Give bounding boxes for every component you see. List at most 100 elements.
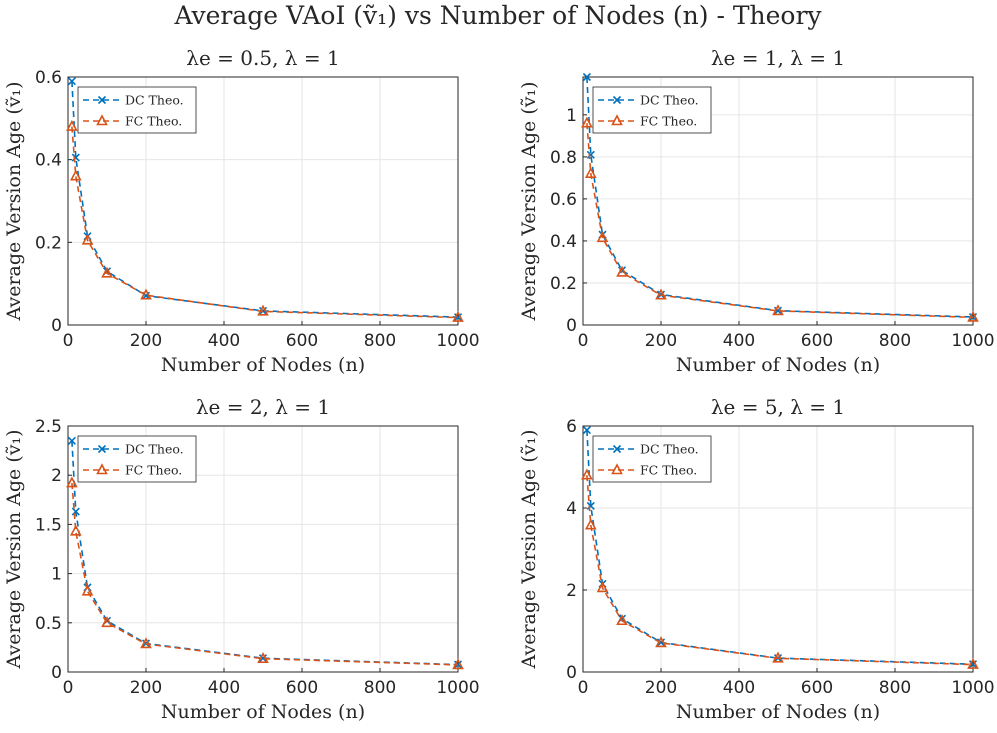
y-axis-label: Average Version Age (ṽ₁) (518, 430, 540, 670)
data-point (66, 119, 78, 131)
legend: DC Theo. FC Theo. (592, 435, 712, 483)
data-point (582, 72, 591, 82)
subplot-2: 0 200 400 600 800 1000 0 0.2 0.4 0.6 0.8 1 λe = 1, λ… (518, 46, 995, 376)
data-point (616, 614, 628, 626)
x-tick-label: 400 (723, 678, 755, 698)
x-axis-label: Number of Nodes (n) (161, 354, 365, 376)
subplot-title: λe = 0.5, λ = 1 (186, 46, 339, 70)
y-tick-label: 0 (566, 663, 577, 683)
y-axis-label: Average Version Age (ṽ₁) (3, 430, 25, 670)
subplot-title: λe = 5, λ = 1 (711, 395, 845, 419)
y-tick-label: 0.4 (35, 151, 62, 171)
data-point (140, 288, 152, 300)
legend-box (77, 435, 197, 483)
axes-box (582, 76, 974, 326)
data-point (452, 310, 464, 322)
y-tick-label: 4 (566, 499, 577, 519)
data-point (655, 636, 667, 648)
data-point (584, 518, 597, 530)
data-point (616, 265, 628, 277)
data-point (69, 169, 82, 181)
legend-marker (96, 463, 108, 475)
data-point (596, 231, 609, 243)
data-point (773, 306, 783, 315)
subplot-title: λe = 2, λ = 1 (196, 395, 330, 419)
y-axis-label: Average Version Age (ṽ₁) (3, 82, 25, 322)
legend-label: FC Theo. (125, 463, 182, 478)
legend-marker (612, 95, 622, 105)
legend-box (77, 86, 197, 134)
x-tick-label: 600 (801, 331, 833, 351)
data-point (81, 233, 94, 245)
y-tick-label: 0.2 (550, 274, 577, 294)
data-point (101, 616, 113, 628)
data-point (582, 426, 591, 435)
y-tick-label: 2 (566, 581, 577, 601)
x-axis-label: Number of Nodes (n) (676, 354, 880, 376)
marker-stroke (258, 306, 268, 316)
x-axis-label: Number of Nodes (n) (161, 701, 365, 723)
legend-label: FC Theo. (125, 114, 182, 129)
data-point (452, 658, 464, 670)
y-tick-label: 2 (51, 466, 62, 486)
marker-stroke (258, 654, 268, 663)
legend-box (592, 435, 712, 483)
marker-stroke (67, 436, 76, 445)
data-point (581, 116, 593, 128)
legend-marker (96, 114, 108, 126)
data-point (596, 581, 609, 593)
data-point (101, 266, 113, 278)
marker-stroke (586, 150, 595, 159)
data-point (258, 306, 268, 316)
data-point (71, 507, 80, 516)
data-point (69, 524, 82, 536)
x-tick-label: 200 (130, 678, 162, 698)
legend-label: DC Theo. (640, 442, 699, 457)
legend-marker (611, 114, 623, 126)
legend-marker (97, 444, 107, 454)
data-point (258, 654, 268, 663)
x-tick-label: 200 (645, 678, 677, 698)
data-point (586, 501, 595, 511)
marker-stroke (582, 72, 591, 82)
data-point (772, 304, 784, 316)
x-tick-label: 600 (801, 678, 833, 698)
legend-box (592, 86, 712, 134)
y-tick-label: 1 (566, 106, 577, 126)
x-tick-label: 0 (578, 678, 589, 698)
legend-label: DC Theo. (640, 93, 699, 108)
series-fc (66, 476, 464, 670)
x-tick-label: 1000 (951, 331, 994, 351)
data-point (71, 153, 80, 162)
axes-box (582, 425, 974, 673)
x-tick-label: 200 (130, 331, 162, 351)
series-fc (581, 116, 979, 322)
data-point (655, 288, 667, 300)
marker-stroke (71, 507, 80, 516)
x-tick-label: 0 (63, 331, 74, 351)
subplot-title: λe = 1, λ = 1 (711, 46, 845, 70)
y-tick-label: 0.5 (35, 614, 62, 634)
x-tick-label: 400 (208, 678, 240, 698)
legend-marker (611, 463, 623, 475)
data-point (967, 657, 979, 669)
data-point (581, 468, 593, 480)
x-tick-label: 1000 (436, 678, 479, 698)
x-tick-label: 400 (723, 331, 755, 351)
y-axis-label: Average Version Age (ṽ₁) (518, 82, 540, 322)
data-point (257, 304, 269, 316)
subplot-1: 0 200 400 600 800 1000 0 0.2 0.4 0.6 λe = 0.5, λ =… (3, 46, 480, 376)
marker-stroke (773, 306, 783, 315)
data-point (140, 637, 152, 649)
y-tick-label: 2.5 (35, 417, 62, 437)
axes-box (67, 76, 459, 326)
series-fc (66, 119, 464, 322)
legend: DC Theo. FC Theo. (77, 435, 197, 483)
legend: DC Theo. FC Theo. (77, 86, 197, 134)
y-tick-label: 1.5 (35, 515, 62, 535)
data-point (586, 150, 595, 159)
x-tick-label: 800 (879, 678, 911, 698)
data-point (967, 310, 979, 322)
